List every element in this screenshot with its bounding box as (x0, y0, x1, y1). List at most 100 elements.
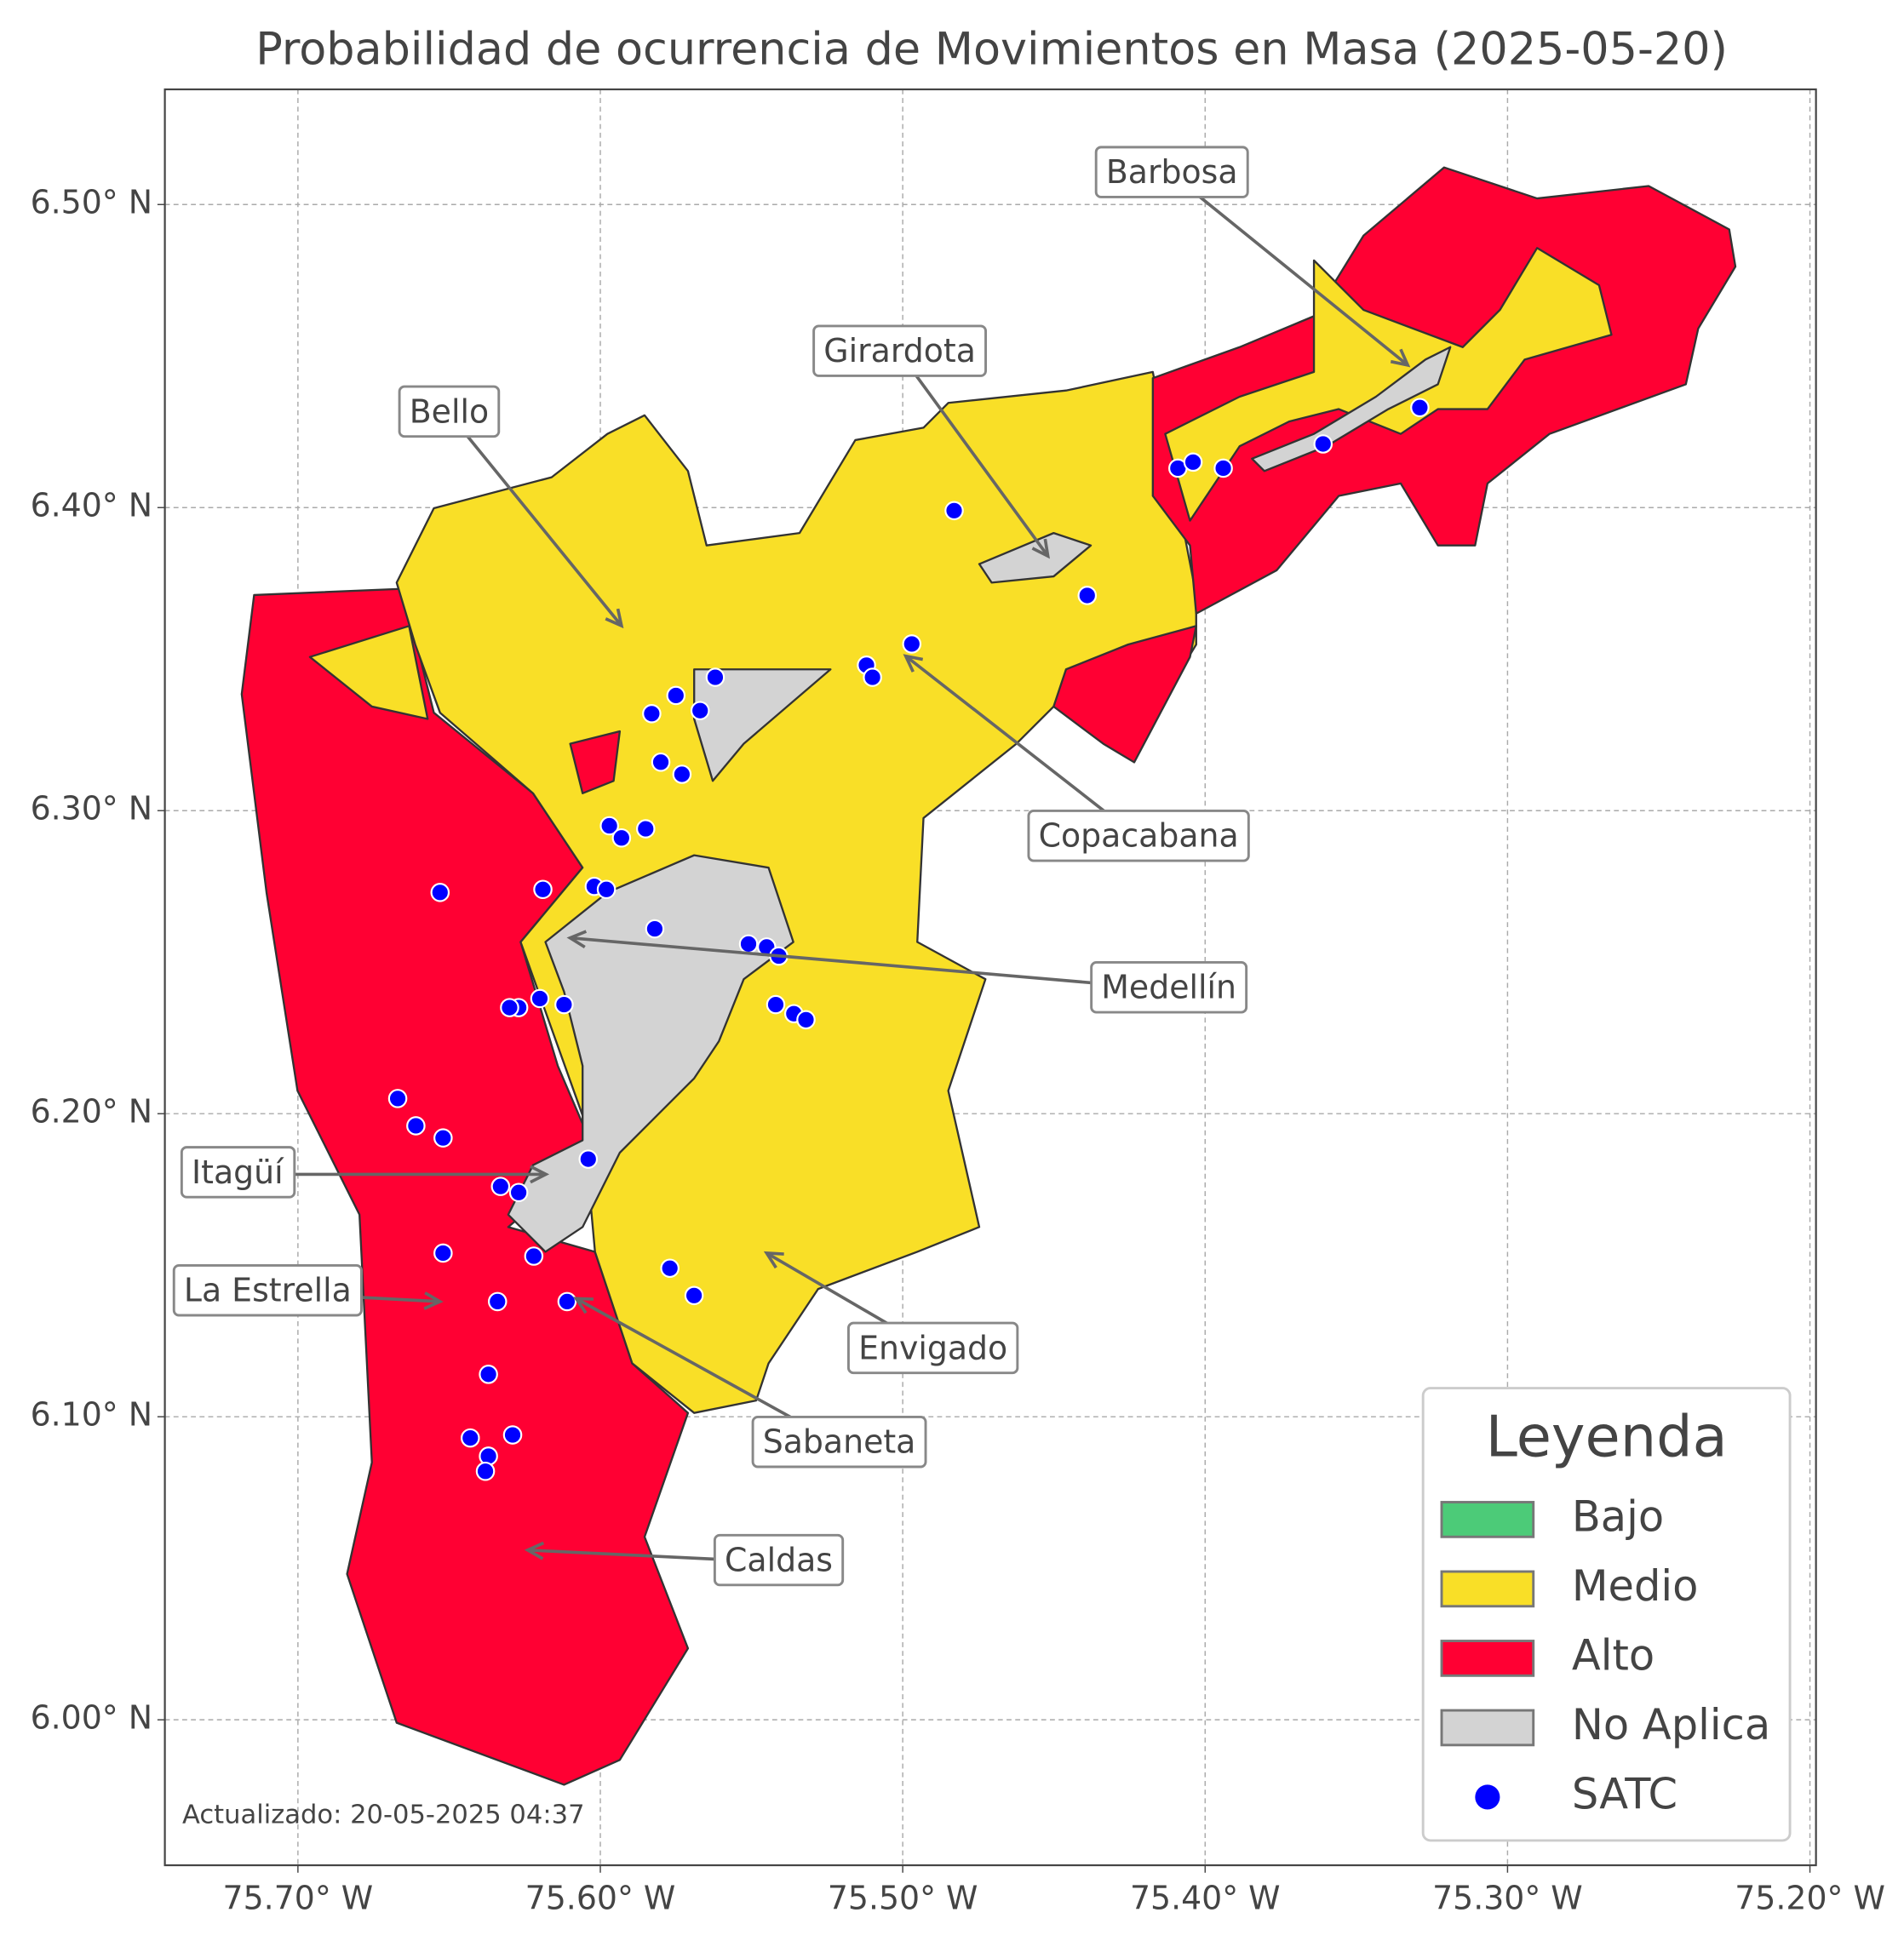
arrow-head (566, 930, 588, 949)
arrow-head (530, 1165, 550, 1184)
annotation-box (180, 1146, 296, 1199)
station-point (599, 816, 619, 836)
station-point (387, 1089, 408, 1108)
station-point (902, 634, 922, 654)
station-point (651, 752, 671, 772)
legend-swatch (1440, 1570, 1535, 1608)
arrow-head (903, 654, 924, 673)
station-point (502, 1425, 523, 1445)
annotation-box (1094, 146, 1249, 198)
arrow-head (605, 608, 624, 629)
chart-title: Probabilidad de ocurrencia de Movimiento… (255, 23, 1728, 75)
x-tick-label: 75.60° W (525, 1879, 676, 1916)
station-point (796, 1010, 816, 1030)
station-point (406, 1116, 426, 1136)
y-tick-label: 6.20° N (31, 1093, 152, 1131)
station-point (1077, 586, 1098, 605)
station-point (461, 1428, 480, 1448)
annotation-label: Envigado (858, 1329, 1007, 1366)
annotation-label: Bello (410, 392, 489, 430)
annotation-box (846, 1321, 1019, 1375)
arrow-head (1031, 538, 1050, 559)
region (1251, 346, 1452, 472)
legend-swatch (1440, 1709, 1535, 1747)
x-tick-label: 75.30° W (1432, 1879, 1583, 1916)
annotation-arrow (1171, 173, 1409, 367)
regions (240, 166, 1737, 1786)
annotation-label: La Estrella (184, 1272, 352, 1309)
region (308, 625, 429, 720)
annotation-box (713, 1533, 845, 1587)
annotation-box (751, 1415, 927, 1469)
annotation-arrow (448, 412, 623, 627)
station-point (530, 988, 550, 1009)
x-tick-label: 75.40° W (1130, 1879, 1281, 1916)
annotation-label: Itagüí (192, 1154, 284, 1191)
x-tick-label: 75.70° W (223, 1879, 374, 1916)
legend-title: Leyenda (1486, 1403, 1728, 1469)
station-point (1410, 398, 1430, 418)
station-point (578, 1149, 599, 1169)
station-point (1213, 458, 1233, 478)
station-point (533, 879, 553, 900)
station-point (705, 667, 725, 687)
marks: Barbosa Girardota Bello Copacabana Medellín I… (172, 146, 1430, 1587)
x-tick-label: 75.50° W (828, 1879, 978, 1916)
annotation-arrow (904, 655, 1140, 839)
station-point (635, 819, 656, 839)
annotation-label: Medellín (1101, 969, 1236, 1006)
station-point (666, 685, 686, 706)
station-point (475, 1461, 496, 1481)
y-tick-label: 6.00° N (31, 1699, 152, 1737)
annotation-label: Barbosa (1106, 153, 1238, 191)
annotation-arrow (570, 936, 1169, 992)
station-point (490, 1177, 511, 1196)
legend-label: SATC (1572, 1769, 1677, 1818)
legend-marker (1475, 1784, 1500, 1810)
station-point (596, 879, 617, 900)
station-point (690, 701, 710, 721)
station-point (433, 1128, 453, 1148)
station-point (508, 1182, 529, 1203)
y-tick-label: 6.40° N (31, 487, 152, 524)
legend-label: Bajo (1572, 1492, 1664, 1541)
region (507, 854, 794, 1253)
station-point (500, 998, 519, 1017)
region (1164, 247, 1613, 522)
station-point (430, 883, 450, 902)
station-point (557, 1291, 577, 1312)
station-point (611, 827, 632, 848)
station-point (487, 1291, 508, 1312)
arrow-head (573, 1297, 594, 1314)
annotation-label: Girardota (823, 332, 976, 369)
legend-label: Medio (1572, 1561, 1699, 1611)
annotation-box (812, 324, 988, 377)
annotation-box (172, 1263, 363, 1317)
region (569, 730, 622, 794)
annotation-arrow (898, 352, 1050, 558)
legend-label: No Aplica (1572, 1700, 1770, 1749)
station-point (645, 919, 665, 939)
station-point (738, 934, 759, 954)
station-point (766, 994, 786, 1015)
annotation-box (1090, 961, 1248, 1014)
legend-label: Alto (1572, 1630, 1655, 1680)
annotation-label: Sabaneta (763, 1423, 916, 1461)
arrow-head (423, 1291, 444, 1310)
station-point (684, 1285, 704, 1306)
annotation-box (398, 385, 501, 438)
station-point (1183, 452, 1203, 472)
legend-swatch (1440, 1501, 1535, 1538)
annotation-box (1027, 810, 1250, 862)
arrow-head (1390, 348, 1411, 368)
annotation-label: Copacabana (1039, 817, 1239, 855)
station-point (672, 764, 692, 784)
x-tick-label: 75.20° W (1735, 1879, 1885, 1916)
station-point (1313, 434, 1333, 454)
station-point (944, 501, 964, 521)
station-point (554, 994, 574, 1015)
station-point (863, 667, 882, 687)
y-tick-label: 6.50° N (31, 184, 152, 221)
